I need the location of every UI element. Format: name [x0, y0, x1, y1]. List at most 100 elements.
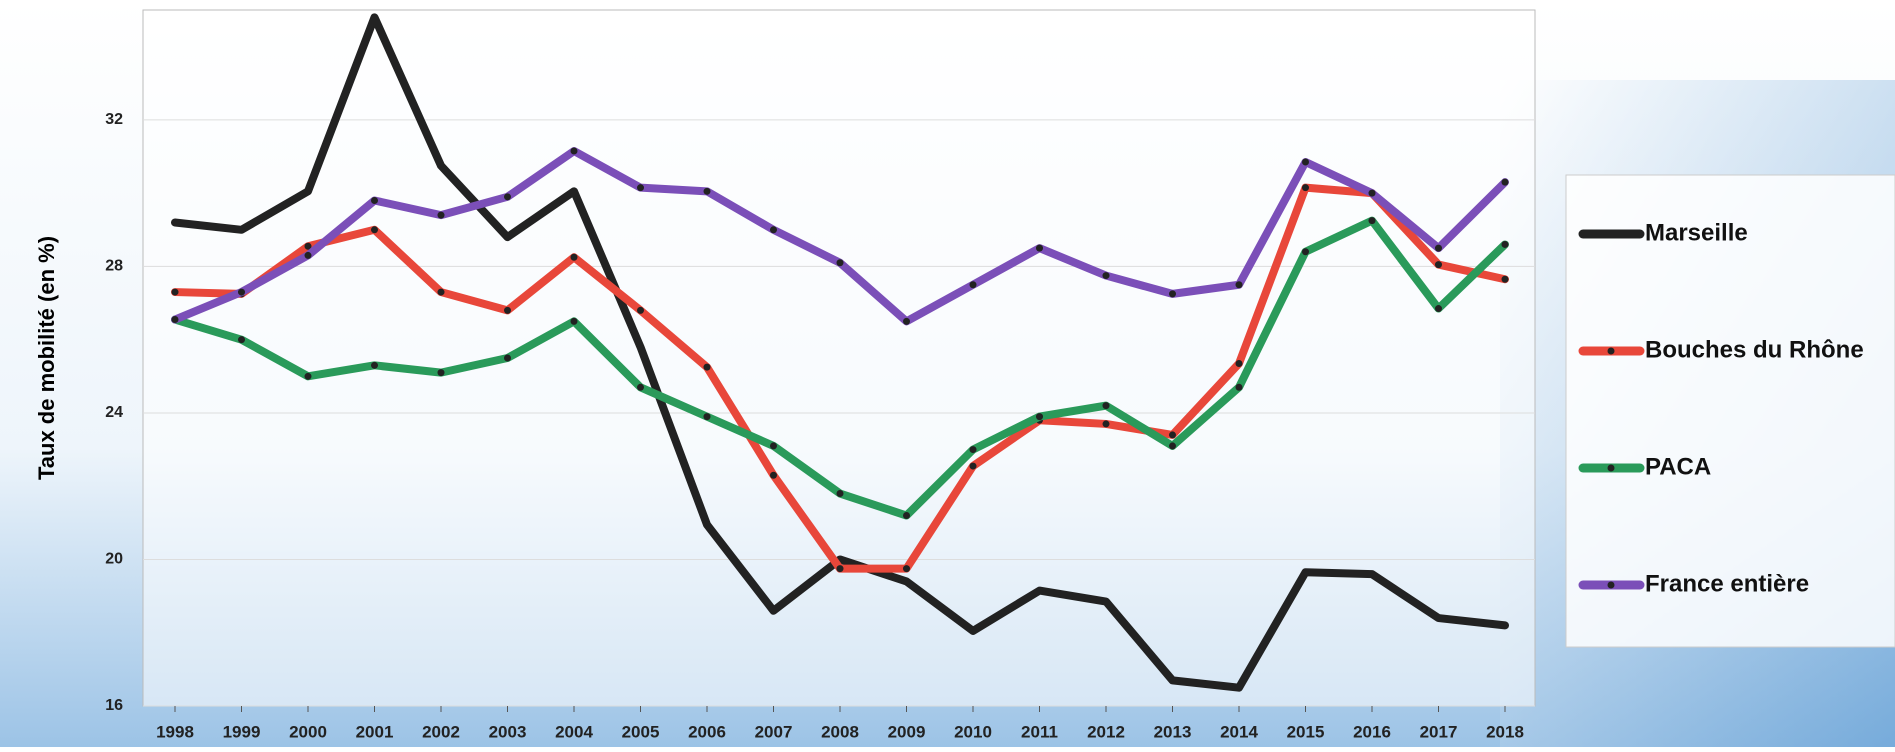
point	[1169, 431, 1176, 439]
point	[637, 184, 644, 192]
legend-dot	[1607, 464, 1615, 472]
point	[903, 577, 910, 585]
point	[437, 162, 445, 170]
point	[504, 306, 511, 314]
y-tick-label: 28	[105, 258, 123, 275]
point	[770, 442, 777, 450]
point	[770, 471, 777, 479]
legend-label: Marseille	[1645, 219, 1748, 246]
x-tick-label: 2012	[1087, 722, 1125, 741]
point	[1435, 305, 1442, 313]
point	[903, 565, 910, 573]
point	[1169, 676, 1176, 684]
point	[1102, 420, 1110, 428]
y-tick-label: 24	[105, 404, 123, 421]
point	[171, 218, 179, 226]
point	[637, 343, 644, 351]
point	[504, 233, 511, 241]
x-tick-label: 2013	[1154, 722, 1192, 741]
x-tick-label: 1998	[156, 722, 194, 741]
x-tick-label: 2016	[1353, 722, 1391, 741]
point	[836, 490, 844, 498]
point	[570, 317, 578, 325]
point	[1235, 359, 1243, 367]
x-tick-label: 2001	[356, 722, 394, 741]
x-tick-label: 2008	[821, 722, 859, 741]
point	[1036, 413, 1043, 421]
point	[1435, 261, 1442, 269]
x-tick-label: 2005	[622, 722, 660, 741]
point	[703, 413, 711, 421]
point	[504, 354, 511, 362]
legend-dot	[1607, 581, 1615, 589]
point	[304, 372, 312, 380]
point	[1302, 158, 1309, 166]
x-tick-label: 2003	[489, 722, 527, 741]
point	[570, 187, 578, 195]
point	[703, 187, 711, 195]
point	[1036, 244, 1043, 252]
point	[770, 607, 777, 615]
point	[1368, 570, 1376, 578]
point	[637, 383, 644, 391]
point	[1302, 248, 1309, 256]
point	[1501, 178, 1509, 186]
point	[238, 336, 245, 344]
point	[1102, 402, 1110, 410]
point	[1501, 275, 1509, 283]
point	[1235, 383, 1243, 391]
y-tick-label: 16	[105, 697, 123, 714]
point	[703, 363, 711, 371]
point	[371, 361, 378, 369]
x-tick-label: 2000	[289, 722, 327, 741]
legend-box	[1565, 174, 1895, 648]
x-tick-label: 2018	[1486, 722, 1524, 741]
x-tick-label: 2017	[1420, 722, 1458, 741]
point	[836, 259, 844, 267]
point	[1368, 217, 1376, 225]
point	[437, 211, 445, 219]
point	[1235, 684, 1243, 692]
point	[969, 627, 977, 635]
legend-dot	[1607, 347, 1615, 355]
point	[504, 193, 511, 201]
point	[171, 288, 179, 296]
legend-dot	[1607, 230, 1615, 238]
point	[969, 281, 977, 289]
x-tick-label: 2014	[1220, 722, 1258, 741]
point	[1169, 442, 1176, 450]
point	[703, 521, 711, 529]
plot-area	[142, 9, 1536, 707]
x-tick-label: 2010	[954, 722, 992, 741]
point	[1235, 281, 1243, 289]
point	[171, 316, 179, 324]
point	[1102, 598, 1110, 606]
point	[238, 226, 245, 234]
point	[1169, 290, 1176, 298]
x-tick-label: 2007	[755, 722, 793, 741]
point	[1036, 587, 1043, 595]
point	[1302, 184, 1309, 192]
x-tick-label: 2015	[1287, 722, 1325, 741]
point	[570, 253, 578, 261]
point	[1102, 272, 1110, 280]
x-tick-label: 2004	[555, 722, 593, 741]
point	[238, 288, 245, 296]
point	[903, 512, 910, 520]
legend-label: Bouches du Rhône	[1645, 336, 1864, 363]
point	[437, 288, 445, 296]
point	[1435, 244, 1442, 252]
point	[437, 369, 445, 377]
point	[1501, 621, 1509, 629]
point	[836, 565, 844, 573]
point	[969, 462, 977, 470]
point	[969, 446, 977, 454]
point	[637, 306, 644, 314]
point	[1302, 568, 1309, 576]
x-tick-label: 1999	[223, 722, 261, 741]
point	[371, 196, 378, 204]
x-tick-label: 2006	[688, 722, 726, 741]
legend-label: France entière	[1645, 570, 1809, 597]
point	[770, 226, 777, 234]
